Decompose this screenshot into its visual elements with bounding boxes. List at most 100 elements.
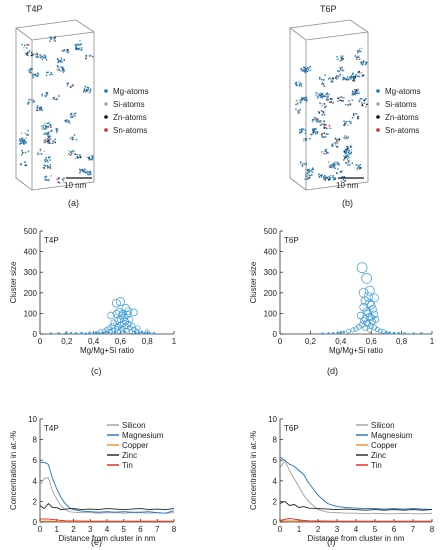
- atom-dot: [48, 156, 50, 159]
- atom-dot: [44, 176, 46, 178]
- atom-dot: [326, 96, 328, 99]
- atom-dot: [77, 43, 79, 45]
- atom-dot: [34, 74, 37, 77]
- atom-dot: [45, 74, 48, 77]
- panel-c-data-point: [64, 332, 67, 335]
- atom-dot: [329, 164, 332, 166]
- atom-dot: [56, 132, 58, 134]
- atom-dot: [315, 92, 317, 94]
- atom-dot: [323, 178, 325, 180]
- atom-dot: [300, 161, 302, 163]
- atom-dot: [23, 143, 25, 145]
- atom-dot: [44, 159, 46, 161]
- panel-f-label: (f): [327, 537, 336, 547]
- atom-dot: [27, 53, 29, 55]
- atom-dot: [299, 102, 301, 104]
- atom-dot: [312, 121, 314, 123]
- atom-dot: [347, 164, 349, 166]
- atom-dot: [57, 66, 59, 68]
- panel-e-chart-title: T4P: [44, 424, 59, 433]
- panel-a-box: [15, 19, 95, 191]
- panel-c-data-point: [110, 319, 117, 326]
- atom-dot: [48, 139, 50, 141]
- panel-f-x-tick-label: 7: [411, 525, 416, 534]
- atom-dot: [349, 76, 351, 79]
- atom-dot: [27, 102, 29, 104]
- atom-dot: [66, 84, 69, 86]
- atom-dot: [47, 179, 49, 181]
- atom-dot: [337, 70, 339, 72]
- atom-dot: [42, 166, 45, 169]
- atom-dot: [315, 118, 318, 120]
- atom-dot: [305, 162, 307, 164]
- atom-dot: [345, 151, 347, 153]
- atom-dot: [32, 73, 34, 75]
- panel-c-data-point: [49, 332, 52, 335]
- atom-dot: [22, 152, 24, 154]
- atom-dot: [63, 181, 65, 183]
- atom-dot: [359, 100, 361, 102]
- panel-f-chart-title: T6P: [284, 424, 299, 433]
- atom-dot: [63, 49, 66, 51]
- panel-f-line-chart: 0 2 4 6 8 10 0 1 2 3 4 5 6 7 8 Distance from cluster in…: [249, 415, 435, 543]
- panel-c-data-point: [98, 329, 103, 334]
- atom-dot: [354, 89, 356, 91]
- atom-dot: [352, 76, 354, 78]
- atom-dot: [46, 92, 49, 94]
- atom-dot: [34, 53, 36, 56]
- atom-dot: [28, 99, 30, 101]
- atom-legend-b: Mg-atoms Si-atoms Zn-atoms Sn-atoms: [376, 87, 421, 135]
- atom-dot: [338, 164, 340, 166]
- atom-dot: [48, 137, 50, 140]
- panel-c-data-point: [135, 325, 141, 331]
- atom-dot: [305, 70, 307, 72]
- atom-dot: [62, 179, 65, 181]
- atom-dot: [332, 176, 334, 179]
- atom-dot: [324, 105, 326, 107]
- atom-dot: [321, 94, 323, 96]
- atom-dot: [340, 170, 342, 172]
- panel-c-data-point: [129, 322, 136, 329]
- atom-dot: [346, 137, 349, 140]
- atom-dot: [334, 142, 336, 144]
- panel-c-data-point: [134, 328, 139, 334]
- atom-dot: [351, 75, 353, 78]
- atom-dot: [81, 169, 83, 171]
- atom-dot: [54, 40, 57, 42]
- atom-dot: [313, 130, 315, 132]
- atom-dot: [305, 164, 307, 166]
- atom-dot: [341, 96, 343, 98]
- atom-dot: [37, 151, 39, 153]
- atom-dot: [352, 73, 354, 75]
- atom-dot: [79, 44, 81, 46]
- atom-dot: [334, 177, 337, 179]
- atom-dot: [45, 125, 48, 128]
- atom-dot: [330, 175, 332, 177]
- atom-dot: [35, 73, 37, 76]
- atom-dot: [363, 60, 365, 63]
- panel-c-data-point: [84, 332, 87, 335]
- panel-f-x-tick-label: 4: [354, 525, 359, 534]
- atom-dot: [320, 174, 322, 177]
- atom-dot: [48, 166, 51, 169]
- panel-d-x-tick-label: 0,4: [335, 337, 347, 346]
- atom-dot: [44, 179, 46, 181]
- atom-dot: [34, 73, 36, 76]
- atom-dot: [345, 136, 347, 138]
- atom-dot: [320, 176, 323, 178]
- atom-dot: [24, 44, 26, 47]
- atom-dot: [322, 123, 325, 126]
- atom-dot: [299, 82, 302, 84]
- atom-dot: [317, 92, 319, 95]
- panel-c-scatter-chart: 0 100 200 300 400 500 0 0,2 0,4 0,6 0,8 1 Mg/Mg+Si r…: [9, 227, 177, 355]
- panel-c-data-point: [115, 307, 124, 316]
- atom-dot: [348, 78, 350, 81]
- atom-dot: [36, 105, 39, 107]
- atom-dot: [29, 70, 31, 72]
- atom-dot: [343, 176, 346, 178]
- atom-dot: [301, 98, 303, 100]
- panel-f-legend-label: Zinc: [371, 451, 386, 460]
- atom-dot: [327, 161, 330, 163]
- atom-dot: [323, 176, 325, 178]
- atom-dot: [328, 98, 330, 101]
